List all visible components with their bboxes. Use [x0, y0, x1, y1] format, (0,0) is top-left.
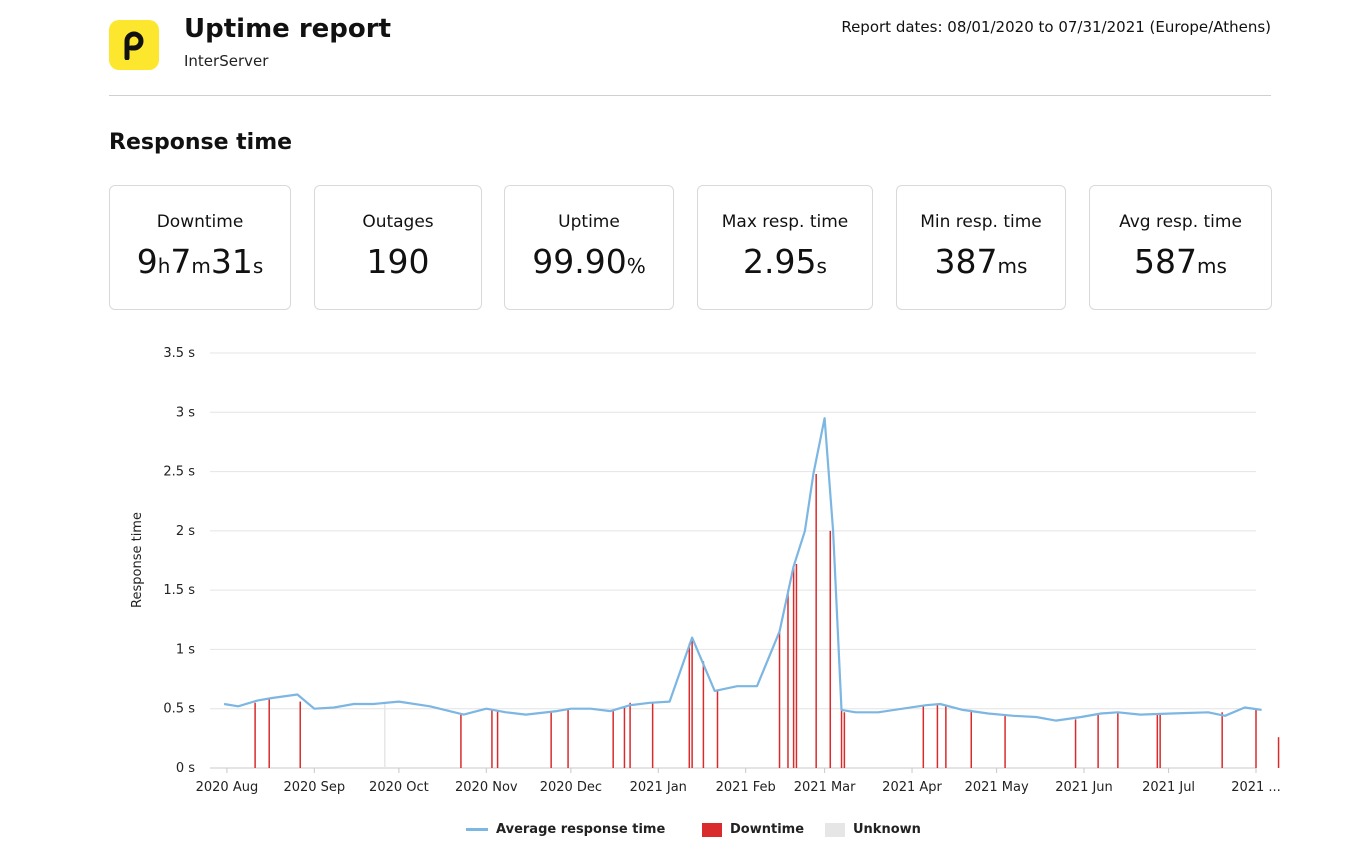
stat-card-avg-resp: Avg resp. time 587ms [1089, 185, 1272, 310]
y-axis-label: Response time [130, 512, 145, 608]
stat-value: 190 [315, 242, 481, 281]
stat-number: 2.95 [743, 242, 817, 281]
x-tick-label: 2021 Apr [882, 780, 942, 795]
x-tick-label: 2020 Nov [455, 780, 518, 795]
report-header: Uptime report InterServer Report dates: … [109, 14, 1271, 96]
legend-downtime-swatch [702, 822, 722, 837]
stat-label: Max resp. time [721, 212, 849, 232]
y-tick-label: 3.5 s [163, 346, 195, 361]
pingdom-p-icon [124, 31, 144, 60]
stat-unit: s [252, 254, 264, 278]
stat-card-outages: Outages 190 [314, 185, 482, 310]
stat-number: 387 [934, 242, 998, 281]
stat-value: 587ms [1090, 242, 1271, 281]
stat-card-max-resp: Max resp. time 2.95s [697, 185, 873, 310]
stat-value: 99.90% [505, 242, 673, 281]
response-time-chart: 0 s 0.5 s 1 s 1.5 s 2 s 2.5 s 3 s 3.5 s Response… [130, 346, 1281, 795]
x-tick-label: 2021 Feb [716, 780, 776, 795]
stat-unit: m [191, 254, 211, 278]
x-tick-label: 2020 Dec [540, 780, 602, 795]
stat-unit: h [157, 254, 171, 278]
legend-label: Average response time [496, 822, 666, 837]
x-tick-label: 2021 Jan [630, 780, 687, 795]
page-title: Uptime report [184, 14, 392, 44]
stat-number: 587 [1134, 242, 1198, 281]
stat-value: 387ms [897, 242, 1065, 281]
y-tick-label: 2 s [176, 524, 195, 539]
stat-unit: ms [997, 254, 1028, 278]
legend-unknown[interactable]: Unknown [825, 822, 921, 837]
stat-number: 7 [170, 242, 192, 281]
stat-label: Min resp. time [920, 212, 1042, 232]
stat-card-min-resp: Min resp. time 387ms [896, 185, 1066, 310]
stat-label: Outages [362, 212, 434, 232]
stat-unit: % [626, 254, 646, 278]
stat-number: 190 [366, 242, 430, 281]
stat-value: 9h7m31s [110, 242, 290, 281]
stat-number: 9 [136, 242, 158, 281]
x-tick-label: 2021 ... [1231, 780, 1281, 795]
y-tick-label: 3 s [176, 405, 195, 420]
stat-value: 2.95s [698, 242, 872, 281]
legend-line-swatch [466, 828, 488, 831]
y-tick-label: 0.5 s [163, 702, 195, 717]
y-tick-label: 1 s [176, 642, 195, 657]
x-tick-label: 2020 Oct [369, 780, 429, 795]
x-tick-label: 2021 Jun [1055, 780, 1113, 795]
app-logo [109, 20, 159, 70]
section-title: Response time [109, 130, 293, 155]
y-tick-label: 0 s [176, 761, 195, 776]
x-tick-label: 2021 Jul [1142, 780, 1195, 795]
stat-card-downtime: Downtime 9h7m31s [109, 185, 291, 310]
report-dates: Report dates: 08/01/2020 to 07/31/2021 (… [841, 18, 1271, 36]
legend-label: Unknown [853, 822, 921, 837]
x-tick-label: 2020 Sep [283, 780, 345, 795]
y-tick-label: 2.5 s [163, 465, 195, 480]
legend-downtime[interactable]: Downtime [702, 822, 804, 837]
y-tick-label: 1.5 s [163, 583, 195, 598]
x-tick-label: 2021 Mar [794, 780, 856, 795]
site-name: InterServer [184, 52, 269, 70]
x-tick-label: 2021 May [965, 780, 1029, 795]
stat-unit: ms [1197, 254, 1227, 278]
stat-number: 99.90 [532, 242, 627, 281]
legend-unknown-swatch [825, 822, 845, 837]
x-tick-label: 2020 Aug [196, 780, 259, 795]
stat-label: Downtime [156, 212, 244, 232]
legend-average[interactable]: Average response time [466, 822, 665, 837]
legend-label: Downtime [730, 822, 805, 837]
stat-label: Uptime [558, 212, 620, 232]
stat-label: Avg resp. time [1119, 212, 1242, 232]
average-response-line [223, 417, 1262, 722]
stat-card-uptime: Uptime 99.90% [504, 185, 674, 310]
stat-unit: s [816, 254, 827, 278]
stat-number: 31 [210, 242, 253, 281]
